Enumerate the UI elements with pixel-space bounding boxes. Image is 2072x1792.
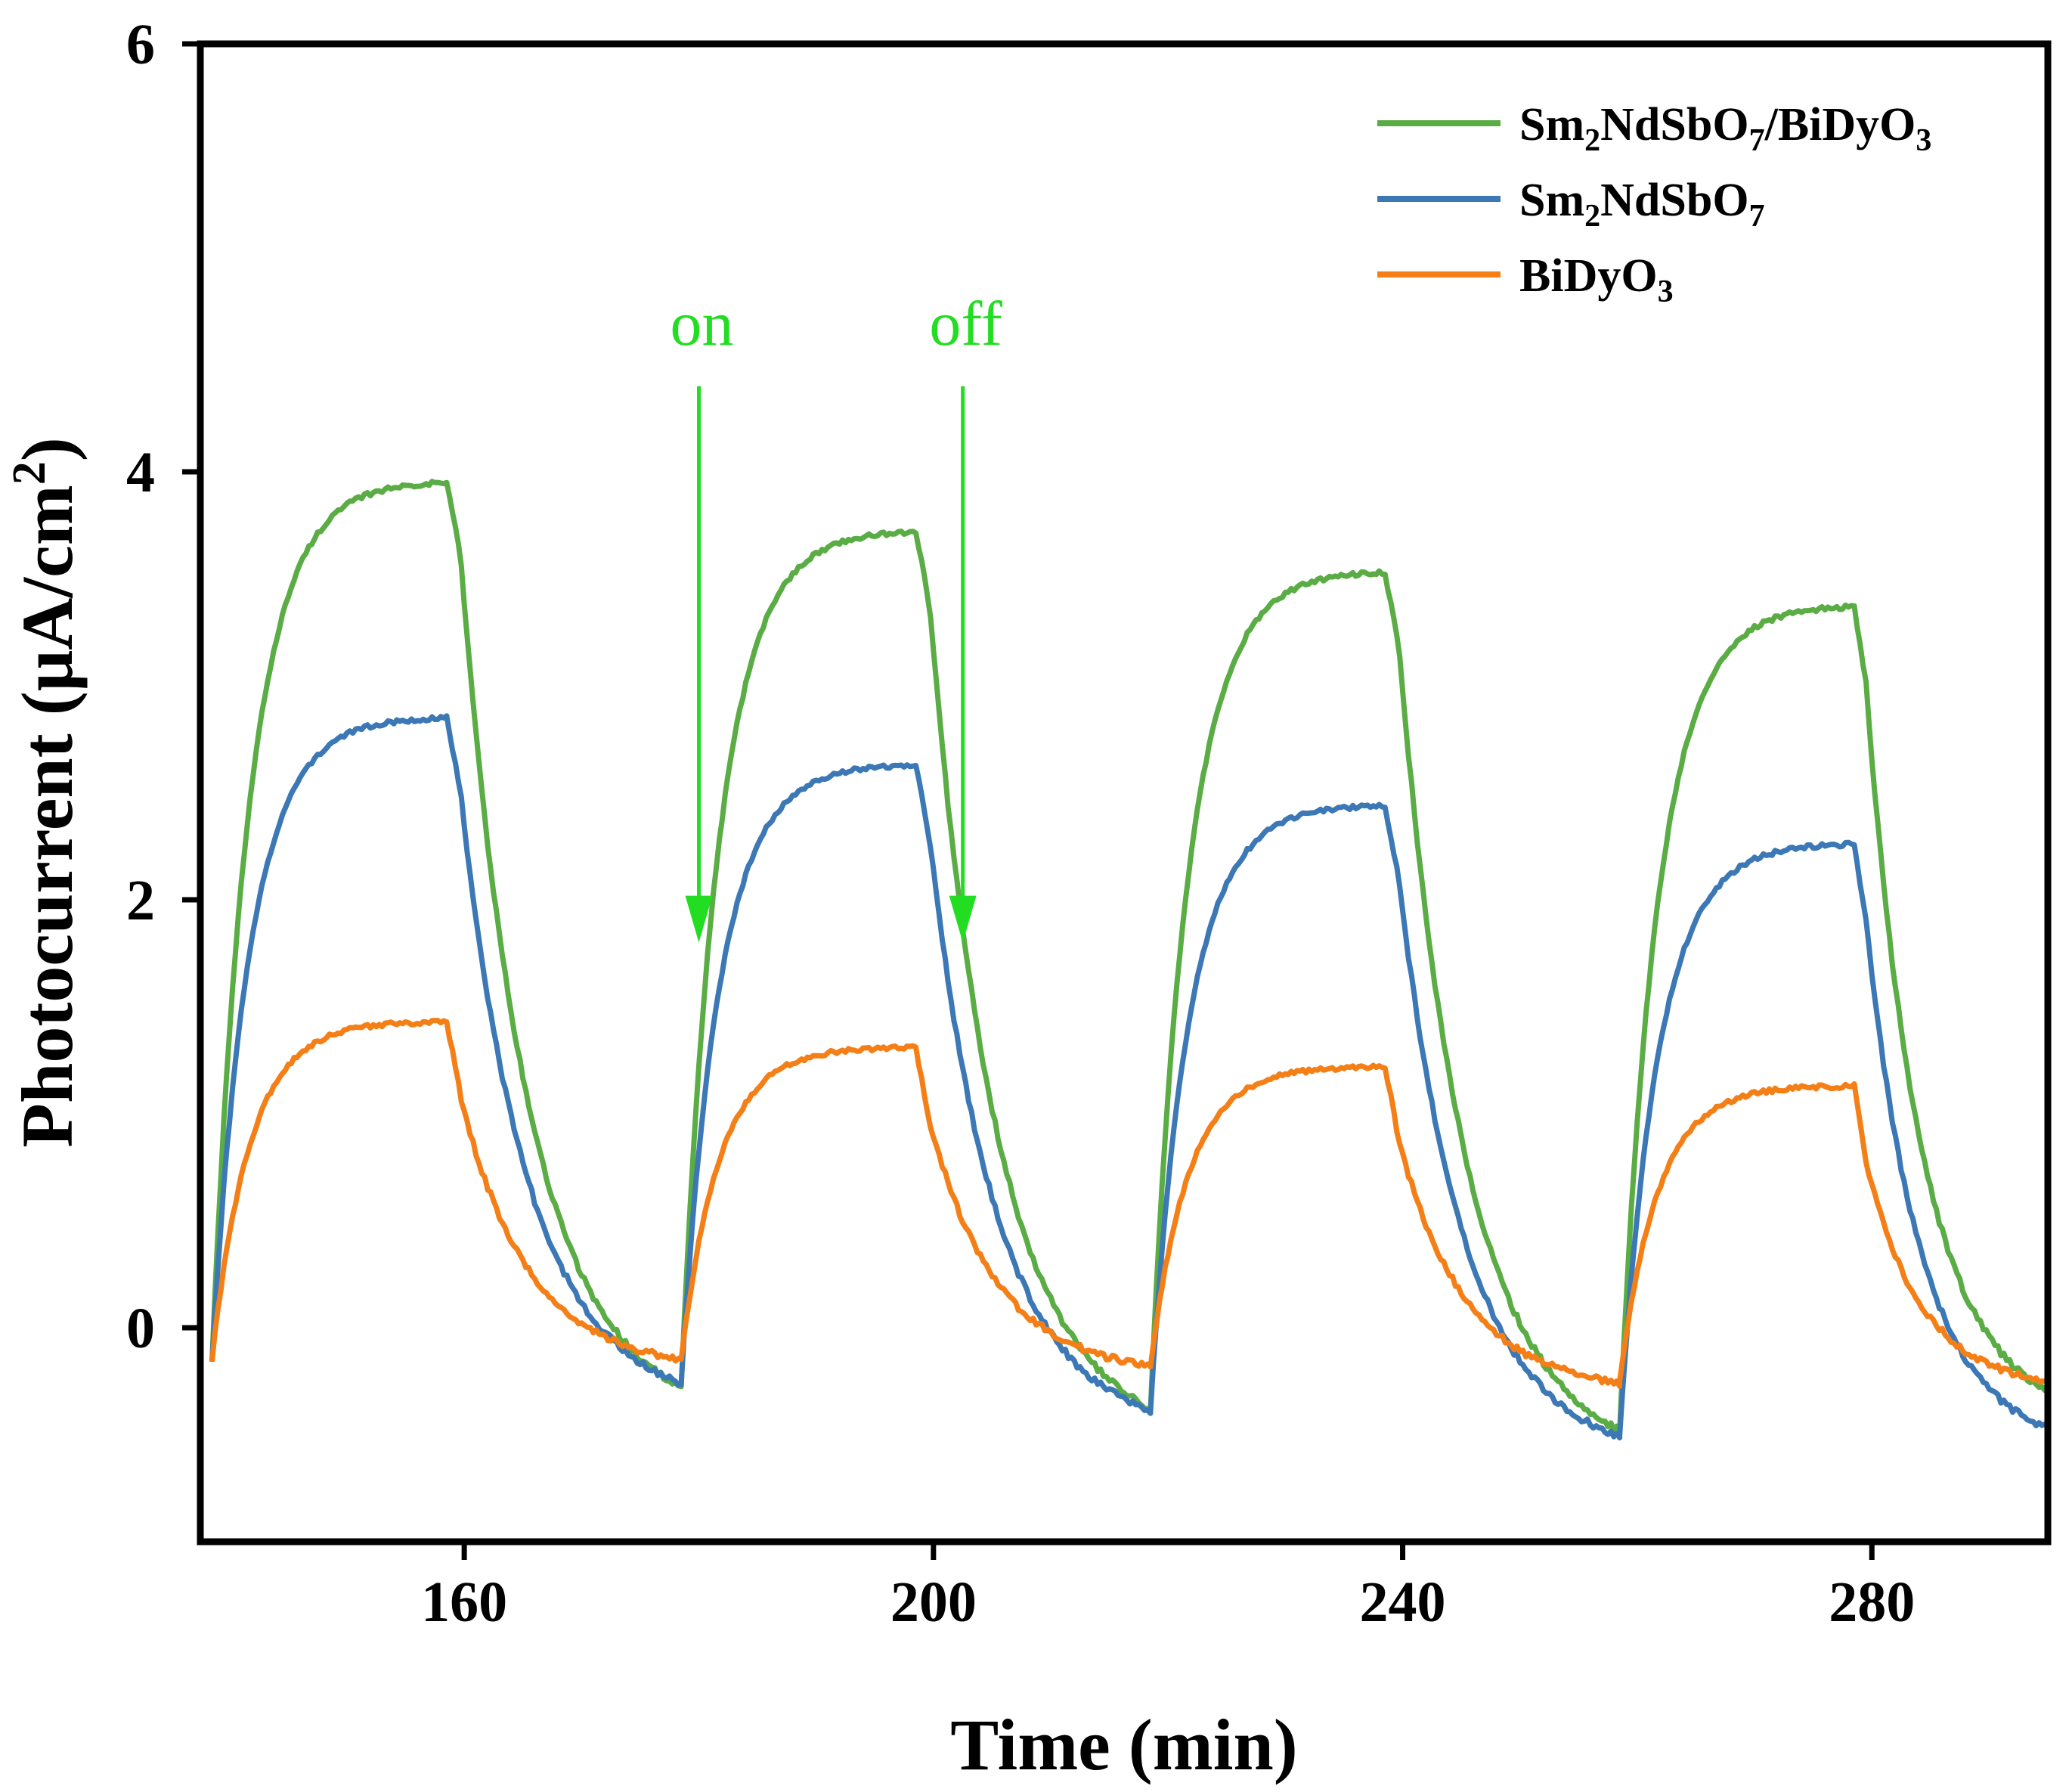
x-tick-label: 280 xyxy=(1829,1570,1915,1634)
plot-frame xyxy=(197,40,2052,1546)
x-tick-label: 160 xyxy=(421,1570,507,1634)
legend-label-2: BiDyO3 xyxy=(1519,250,1674,309)
legend-label-0: Sm2NdSbO7/BiDyO3 xyxy=(1519,99,1931,158)
y-axis-title: Photocurrent (μA/cm2) xyxy=(4,437,88,1147)
x-tick-label: 240 xyxy=(1360,1570,1446,1634)
series-line-2 xyxy=(209,1018,2048,1389)
annotation-on: on xyxy=(670,289,733,359)
x-tick-label: 200 xyxy=(890,1570,977,1634)
y-tick-label: 6 xyxy=(126,13,155,76)
y-tick-label: 0 xyxy=(126,1297,155,1360)
arrow-head-1 xyxy=(949,895,977,943)
series-line-1 xyxy=(209,713,2048,1440)
annotation-off: off xyxy=(929,289,1002,359)
series-line-0 xyxy=(209,479,2048,1434)
legend-label-1: Sm2NdSbO7 xyxy=(1519,175,1765,234)
arrow-head-0 xyxy=(685,895,713,943)
x-axis-title: Time (min) xyxy=(950,1704,1298,1785)
y-tick-label: 2 xyxy=(126,869,155,932)
y-tick-label: 4 xyxy=(126,441,155,504)
